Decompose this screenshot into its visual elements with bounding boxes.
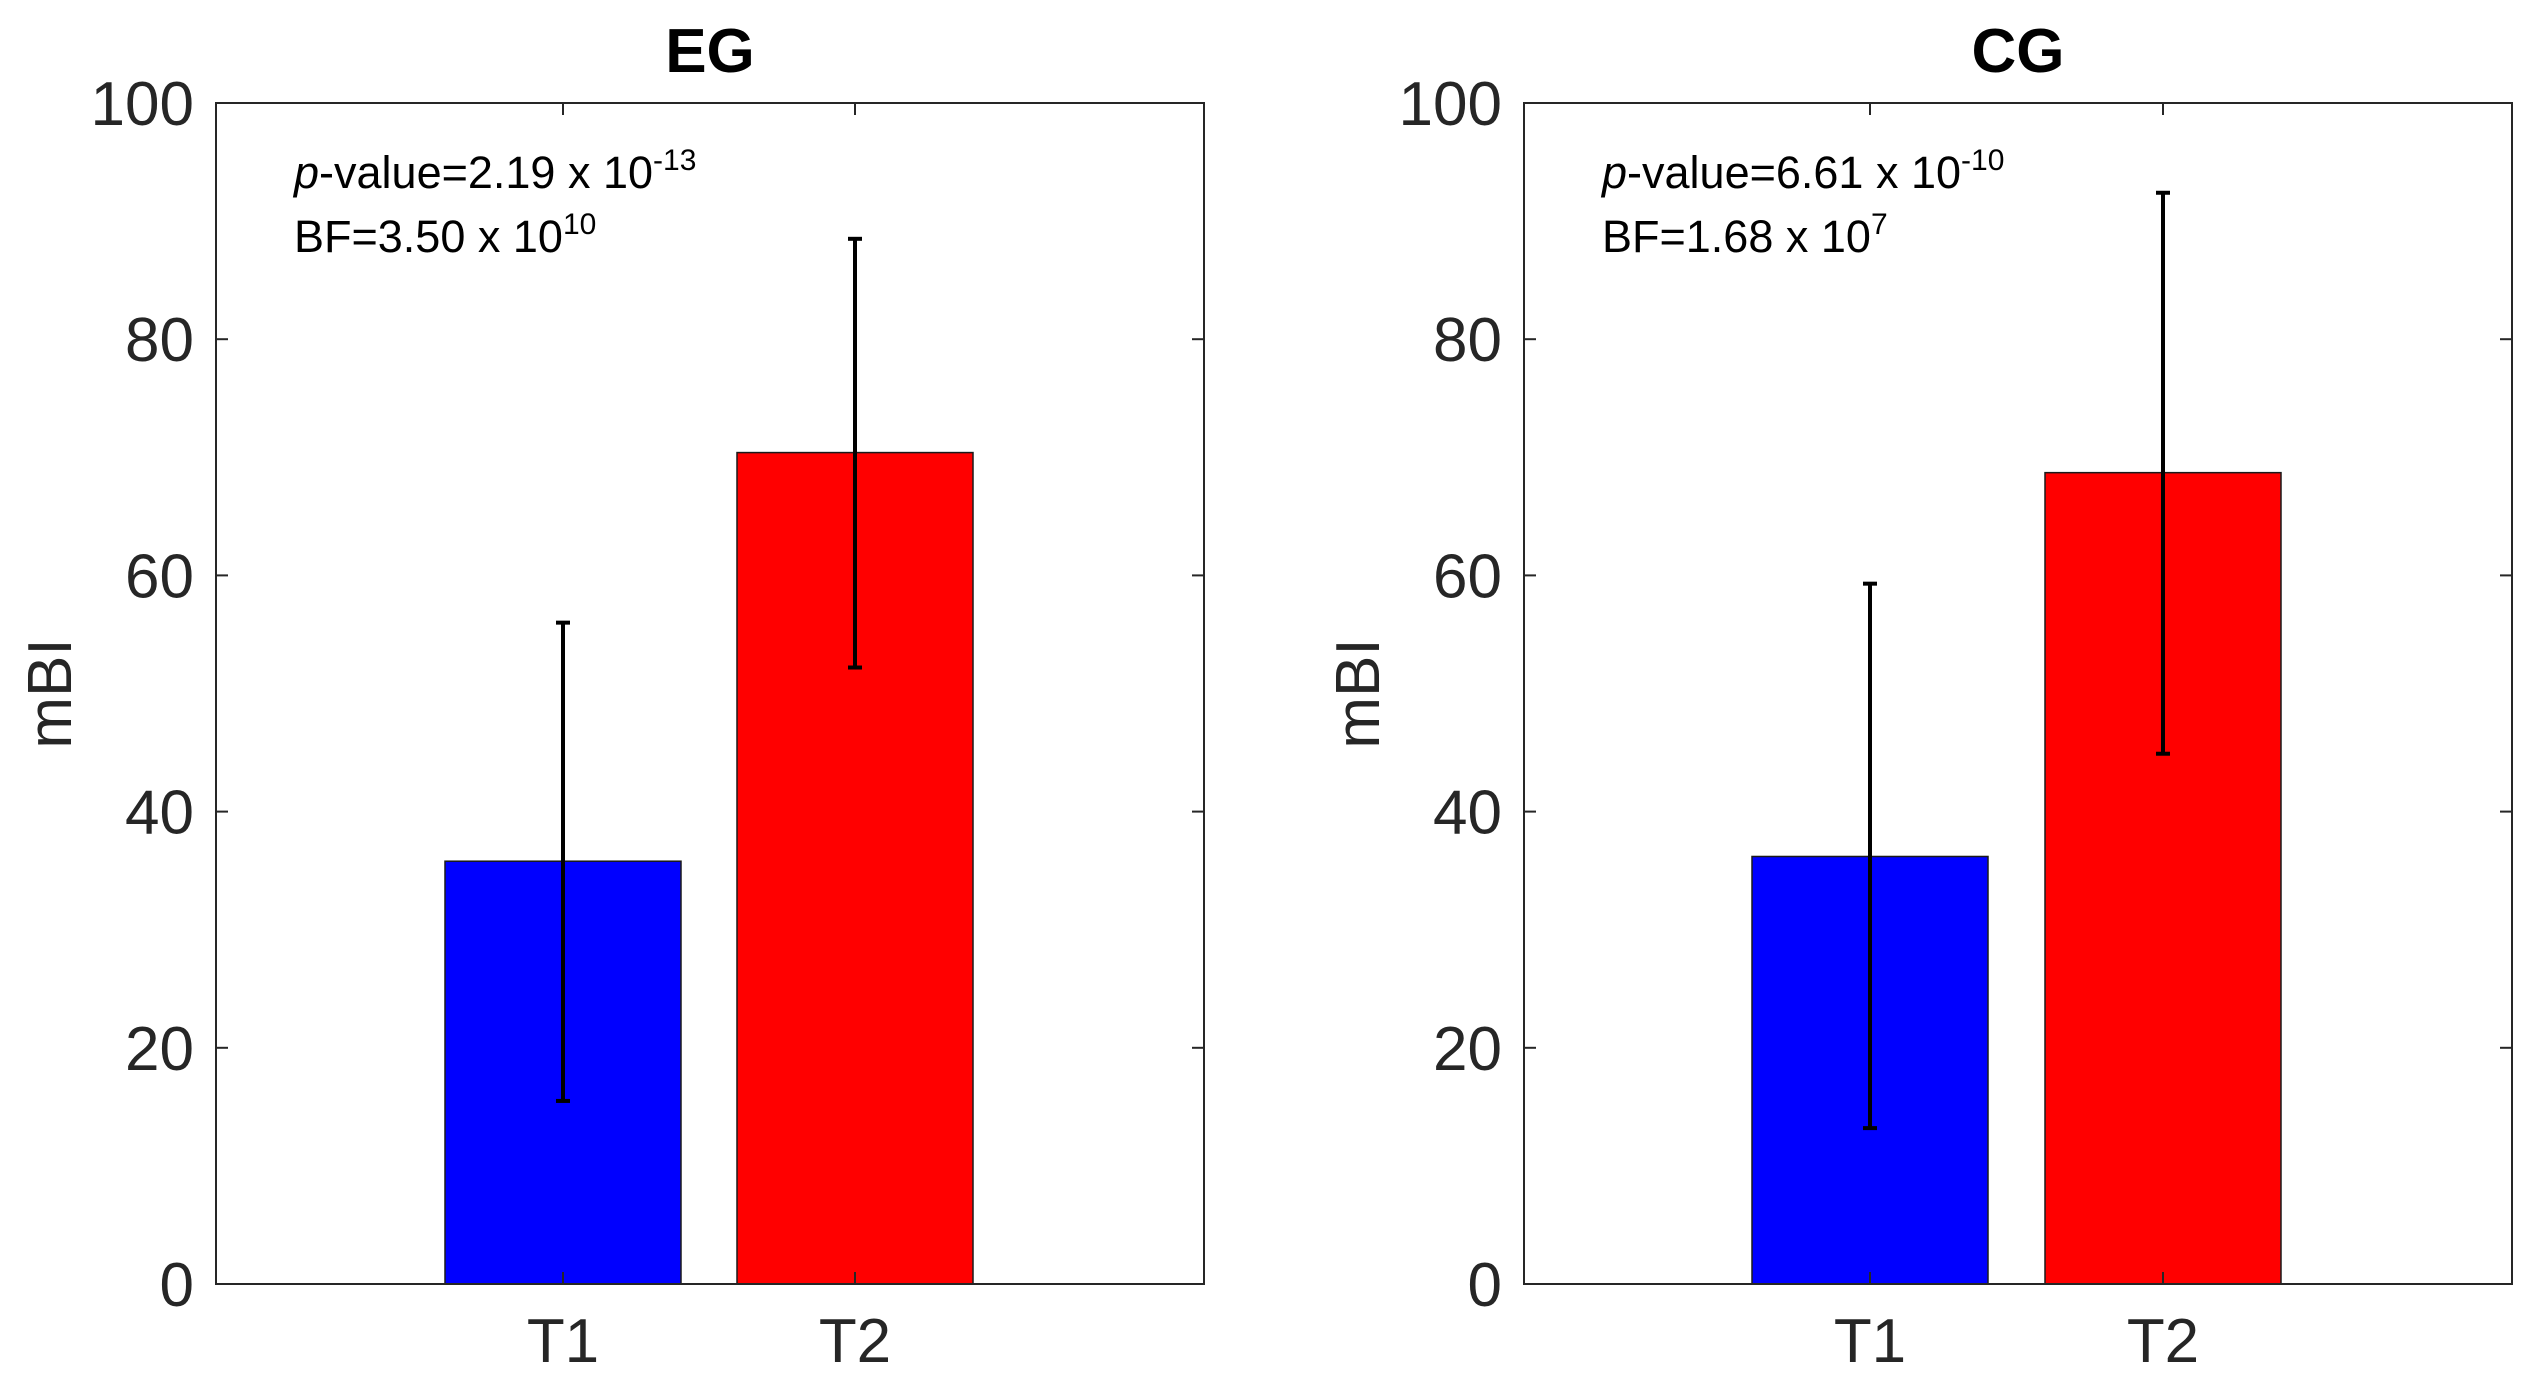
x-tick-label-t1: T1 (527, 1307, 599, 1376)
bf-text: BF=3.50 x 10 (294, 211, 563, 262)
bf-exponent: 7 (1871, 208, 1888, 241)
chart-title: EG (665, 17, 755, 86)
chart-panel-eg: 0 20 40 60 80 100 T1 T2 EG mBI p-value=2.19 x 10-1… (16, 17, 1205, 1376)
pvalue-exponent: -10 (1961, 144, 2004, 177)
y-tick-label: 60 (1433, 542, 1502, 611)
axes-box (1523, 102, 2513, 1285)
y-tick-label: 80 (125, 306, 194, 375)
bf-annotation: BF=1.68 x 107 (1602, 208, 1888, 262)
y-tick-label: 20 (125, 1015, 194, 1084)
y-tick-label: 40 (1433, 779, 1502, 848)
y-tick-label: 100 (91, 70, 194, 139)
y-tick-label: 0 (160, 1251, 194, 1320)
y-tick-label: 40 (125, 779, 194, 848)
chart-panel-cg: 0 20 40 60 80 100 T1 T2 CG mBI p-value=6.61 x 10-1… (1324, 17, 2513, 1376)
bf-text: BF=1.68 x 10 (1602, 211, 1871, 262)
y-axis-label: mBI (1324, 638, 1393, 748)
pvalue-annotation: p-value=6.61 x 10-10 (1600, 144, 2004, 198)
y-tick-label: 100 (1399, 70, 1502, 139)
y-tick-label: 80 (1433, 306, 1502, 375)
pvalue-exponent: -13 (653, 144, 696, 177)
y-axis-label: mBI (16, 638, 85, 748)
pvalue-text: -value=2.19 x 10 (319, 147, 653, 198)
x-tick-label-t2: T2 (2127, 1307, 2199, 1376)
pvalue-italic-p: p (1600, 147, 1627, 198)
x-tick-label-t1: T1 (1834, 1307, 1906, 1376)
pvalue-italic-p: p (292, 147, 319, 198)
error-bar-t2 (848, 236, 862, 670)
y-tick-label: 20 (1433, 1015, 1502, 1084)
error-bar-t1 (1863, 581, 1877, 1131)
y-tick-label: 0 (1468, 1251, 1502, 1320)
bf-exponent: 10 (563, 208, 596, 241)
chart-title: CG (1972, 17, 2065, 86)
error-bar-t1 (556, 620, 570, 1103)
pvalue-text: -value=6.61 x 10 (1627, 147, 1961, 198)
axes-box (215, 102, 1205, 1285)
bf-annotation: BF=3.50 x 1010 (294, 208, 596, 262)
pvalue-annotation: p-value=2.19 x 10-13 (292, 144, 696, 198)
error-bar-t2 (2156, 190, 2170, 756)
y-tick-label: 60 (125, 542, 194, 611)
x-tick-label-t2: T2 (819, 1307, 891, 1376)
